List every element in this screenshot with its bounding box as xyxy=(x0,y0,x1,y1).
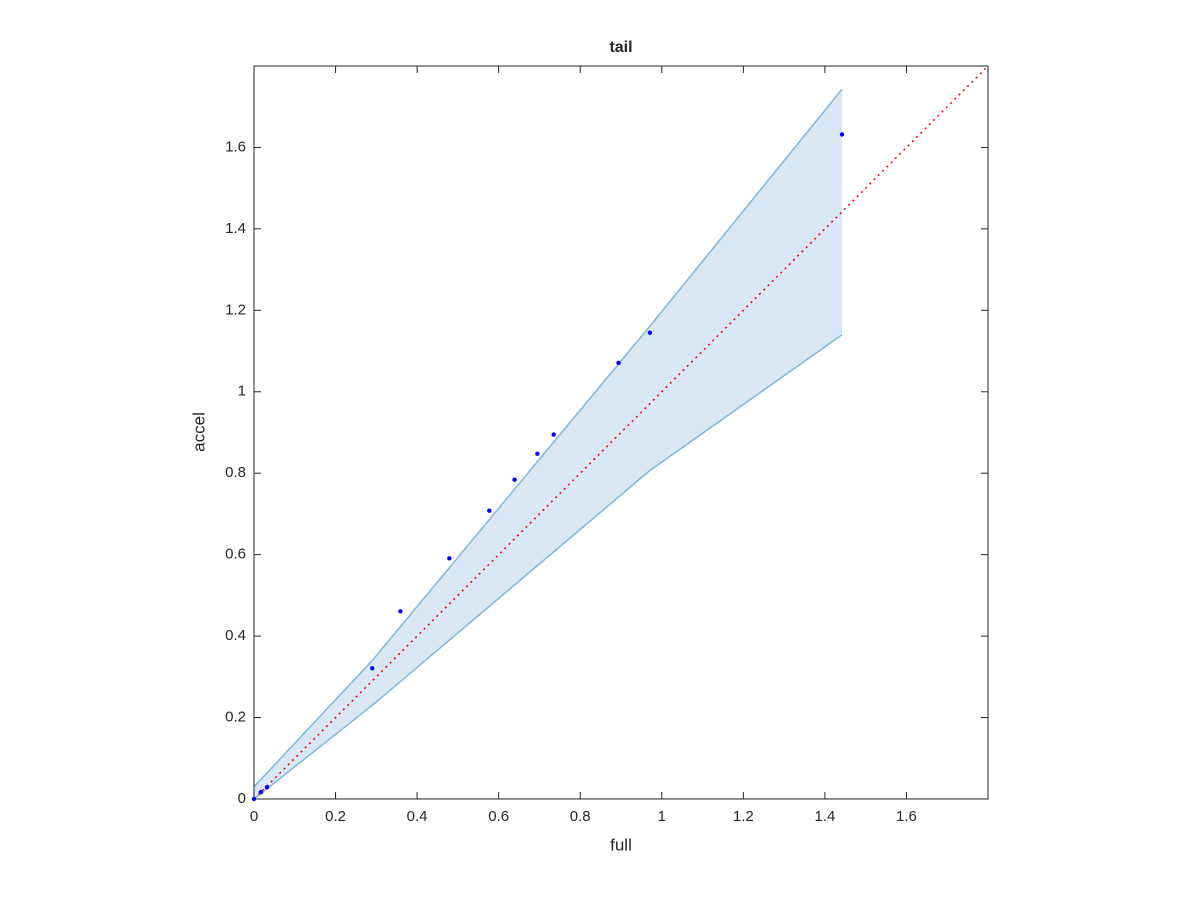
chart-title: tail xyxy=(609,39,632,56)
point xyxy=(370,666,375,671)
y-tick-label: 1.2 xyxy=(225,301,246,318)
confidence-band xyxy=(254,89,843,799)
point xyxy=(398,609,403,614)
x-tick-label: 1 xyxy=(658,808,666,825)
y-tick-label: 0.8 xyxy=(225,464,246,481)
point xyxy=(512,477,517,482)
y-tick-label: 0 xyxy=(238,790,246,807)
y-tick-label: 1 xyxy=(238,383,246,400)
point xyxy=(264,784,270,790)
point xyxy=(551,432,556,437)
x-tick-label: 1.2 xyxy=(733,808,754,825)
reference-line xyxy=(253,65,989,800)
x-tick-label: 1.6 xyxy=(896,808,917,825)
point xyxy=(616,360,621,366)
x-tick-label: 0.6 xyxy=(488,808,509,825)
y-tick-label: 0.6 xyxy=(225,546,246,563)
x-tick-label: 0.4 xyxy=(407,808,428,825)
point xyxy=(487,508,492,513)
y-tick-label: 0.4 xyxy=(225,627,246,644)
y-axis-label: accel xyxy=(189,412,208,452)
point xyxy=(535,451,540,456)
band-upper-line xyxy=(253,88,843,788)
point xyxy=(447,556,452,561)
axes-box xyxy=(253,65,989,800)
point xyxy=(258,789,264,795)
y-tick-label: 1.6 xyxy=(225,138,246,155)
x-axis-label: full xyxy=(610,835,632,854)
x-tick-label: 1.4 xyxy=(814,808,835,825)
x-tick-label: 0.2 xyxy=(325,808,346,825)
point xyxy=(647,330,653,335)
point xyxy=(251,796,257,802)
point xyxy=(839,132,845,137)
y-tick-label: 0.2 xyxy=(225,709,246,726)
band-lower-line xyxy=(253,334,843,800)
x-tick-label: 0.8 xyxy=(570,808,591,825)
x-tick-label: 0 xyxy=(250,808,258,825)
y-tick-label: 1.4 xyxy=(225,220,246,237)
